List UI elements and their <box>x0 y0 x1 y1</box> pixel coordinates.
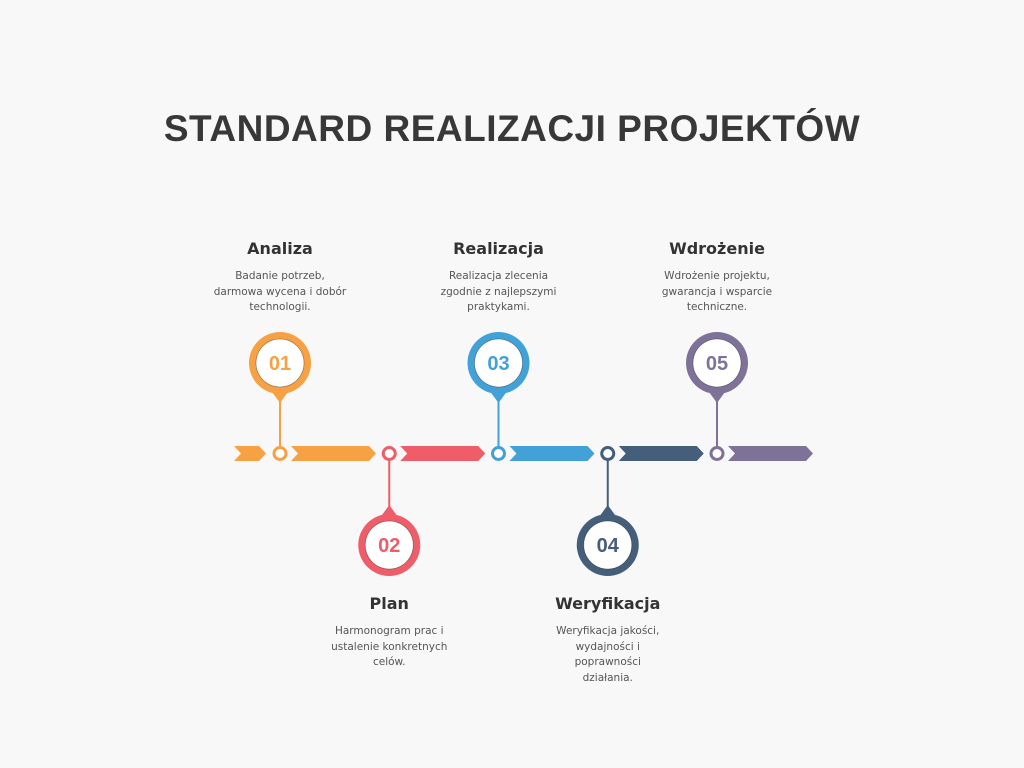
page-title: STANDARD REALIZACJI PROJEKTÓW <box>163 108 861 149</box>
timeline-arrow-segment <box>618 446 704 461</box>
step-marker-inner <box>255 338 305 388</box>
step-description: Badanie potrzeb, darmowa wycena i dobór te… <box>195 269 365 316</box>
pin-tip <box>709 392 725 403</box>
step-number: 04 <box>597 535 620 557</box>
step-description-line: darmowa wycena i dobór <box>213 285 347 298</box>
timeline-node <box>600 446 616 461</box>
step-description-line: technologii. <box>249 301 311 313</box>
step-marker-inner <box>474 338 523 388</box>
step-marker-inner <box>583 520 633 570</box>
timeline-node <box>272 446 288 461</box>
timeline-start-chevron <box>234 446 266 461</box>
pin-tip <box>490 392 507 403</box>
step-description-line: poprawności <box>574 656 641 668</box>
step-description-line: działania. <box>582 671 633 684</box>
step-description-line: praktykami. <box>467 301 530 313</box>
timeline-node <box>491 446 506 461</box>
step-description: Realizacja zlecenia zgodnie z najlepszymi… <box>414 269 584 316</box>
timeline-arrow-segment <box>509 446 595 461</box>
step-description-line: Badanie potrzeb, <box>235 270 325 282</box>
step-description-line: celów. <box>372 656 406 668</box>
step-number: 01 <box>269 353 291 375</box>
step-marker-inner <box>364 520 414 570</box>
step-title: Analiza <box>247 239 313 258</box>
step-description-line: ustalenie konkretnych <box>331 640 448 653</box>
pin-tip <box>599 505 616 516</box>
step-number: 02 <box>378 535 400 557</box>
step-number: 05 <box>706 353 728 375</box>
timeline-arrow-segment <box>400 446 486 461</box>
step-description: Harmonogram prac i ustalenie konkretnych c… <box>304 624 474 671</box>
step-title: Wdrożenie <box>669 239 765 258</box>
timeline-arrow-segment <box>291 446 376 461</box>
step-marker-inner <box>692 338 742 388</box>
step-description-line: Harmonogram prac i <box>334 625 444 637</box>
step-description-line: techniczne. <box>686 301 748 313</box>
step-description-line: gwarancja i wsparcie <box>661 285 773 298</box>
pin-tip <box>381 505 398 516</box>
step-title: Realizacja <box>453 239 544 258</box>
step-description: Wdrożenie projektu, gwarancja i wsparcie t… <box>632 269 802 316</box>
step-description-line: Weryfikacja jakości, <box>556 625 660 637</box>
step-description-line: Realizacja zlecenia <box>448 270 549 282</box>
step-description-line: wydajności i <box>575 640 640 653</box>
step-description-line: Wdrożenie projektu, <box>664 270 770 282</box>
timeline-arrow-segment <box>728 446 813 461</box>
step-description: Weryfikacja jakości, wydajności i poprawno… <box>523 624 693 686</box>
step-description-line: zgodnie z najlepszymi <box>440 285 557 298</box>
step-title: Weryfikacja <box>555 594 661 613</box>
step-number: 03 <box>487 353 509 375</box>
timeline-node <box>381 446 397 461</box>
pin-tip <box>272 392 288 403</box>
step-title: Plan <box>369 594 409 613</box>
timeline-node <box>709 446 725 461</box>
